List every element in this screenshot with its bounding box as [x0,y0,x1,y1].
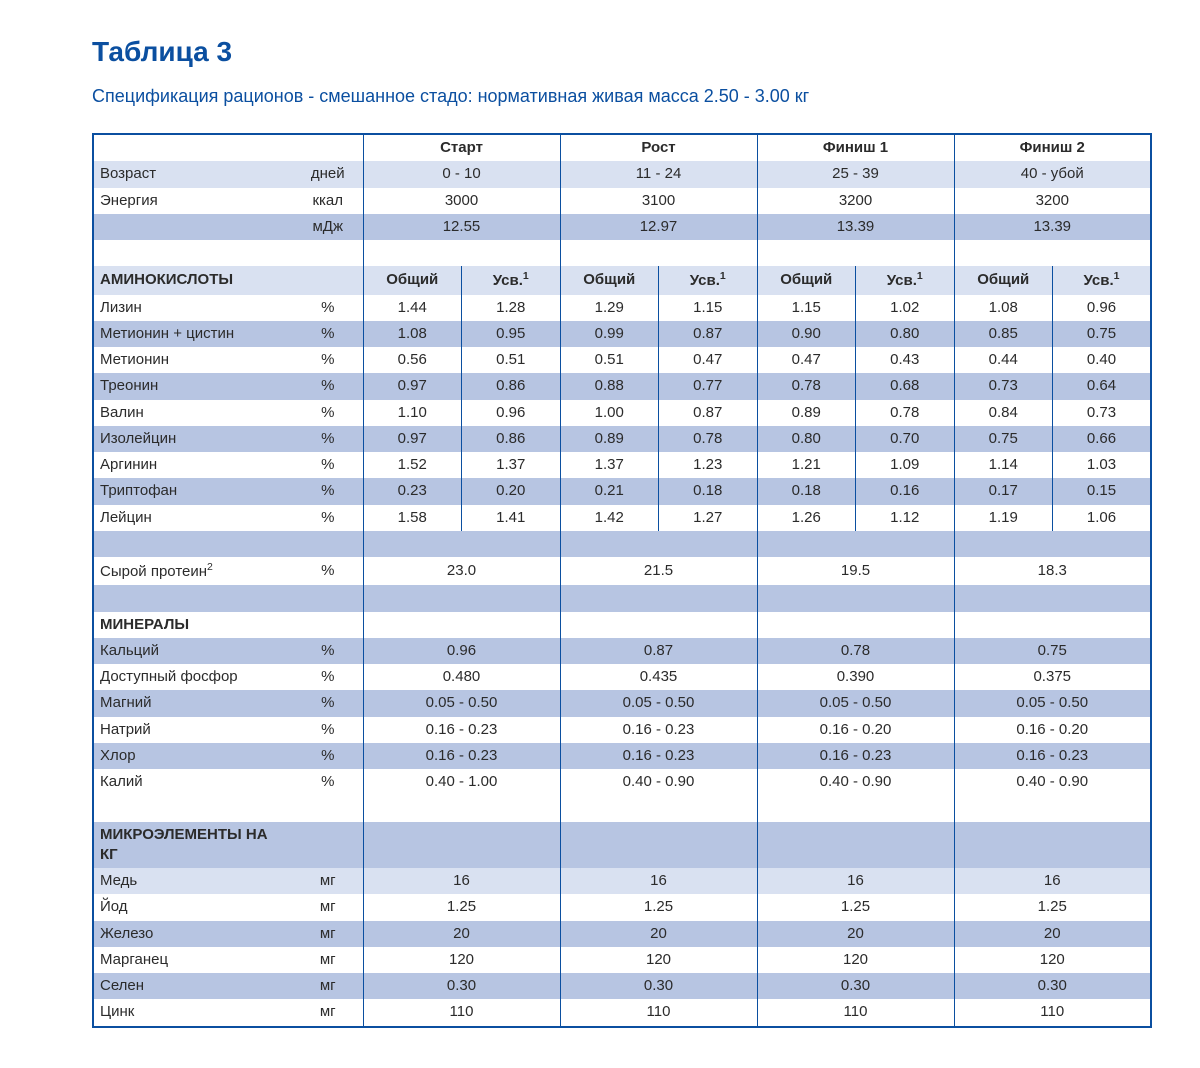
row-unit: % [293,373,363,399]
row-label: Треонин [93,373,293,399]
phase-header: Старт [363,134,560,161]
row-label: Магний [93,690,293,716]
row-label: Марганец [93,947,293,973]
row-unit: % [293,452,363,478]
row-unit: мг [293,947,363,973]
row-unit: % [293,717,363,743]
row-unit: % [293,426,363,452]
page-title: Таблица 3 [92,36,1152,68]
row-unit: % [293,769,363,795]
row-unit: % [293,347,363,373]
phase-header: Рост [560,134,757,161]
row-unit: % [293,505,363,531]
row-label: Медь [93,868,293,894]
row-label: Доступный фосфор [93,664,293,690]
row-unit: дней [293,161,363,187]
row-unit: мг [293,921,363,947]
row-label: Изолейцин [93,426,293,452]
row-unit: мДж [293,214,363,240]
row-label: Лизин [93,295,293,321]
row-label: Аргинин [93,452,293,478]
row-unit: мг [293,894,363,920]
row-label: Селен [93,973,293,999]
row-label: Метионин + цистин [93,321,293,347]
row-unit: % [293,321,363,347]
phase-header: Финиш 2 [954,134,1151,161]
row-label: Метионин [93,347,293,373]
row-unit: % [293,295,363,321]
row-label: Цинк [93,999,293,1026]
row-label: Лейцин [93,505,293,531]
row-unit: мг [293,973,363,999]
row-unit: мг [293,999,363,1026]
row-label: Кальций [93,638,293,664]
row-unit: ккал [293,188,363,214]
row-label: Хлор [93,743,293,769]
row-label: Триптофан [93,478,293,504]
section-header: МИНЕРАЛЫ [93,612,293,638]
row-unit: % [293,690,363,716]
section-header: АМИНОКИСЛОТЫ [93,266,293,294]
row-unit: % [293,478,363,504]
row-label: Йод [93,894,293,920]
row-label: Калий [93,769,293,795]
row-unit: мг [293,868,363,894]
phase-header: Финиш 1 [757,134,954,161]
row-unit: % [293,743,363,769]
row-label: Возраст [93,161,293,187]
row-label: Валин [93,400,293,426]
row-unit: % [293,557,363,585]
row-label: Сырой протеин2 [93,557,293,585]
section-header: МИКРОЭЛЕМЕНТЫ НА КГ [93,822,293,869]
page-subtitle: Спецификация рационов - смешанное стадо:… [92,86,1152,107]
row-label: Натрий [93,717,293,743]
row-label: Железо [93,921,293,947]
row-unit: % [293,664,363,690]
row-label: Энергия [93,188,293,214]
spec-table: СтартРостФиниш 1Финиш 2Возрастдней0 - 10… [92,133,1152,1028]
row-label [93,214,293,240]
row-unit: % [293,638,363,664]
row-unit: % [293,400,363,426]
